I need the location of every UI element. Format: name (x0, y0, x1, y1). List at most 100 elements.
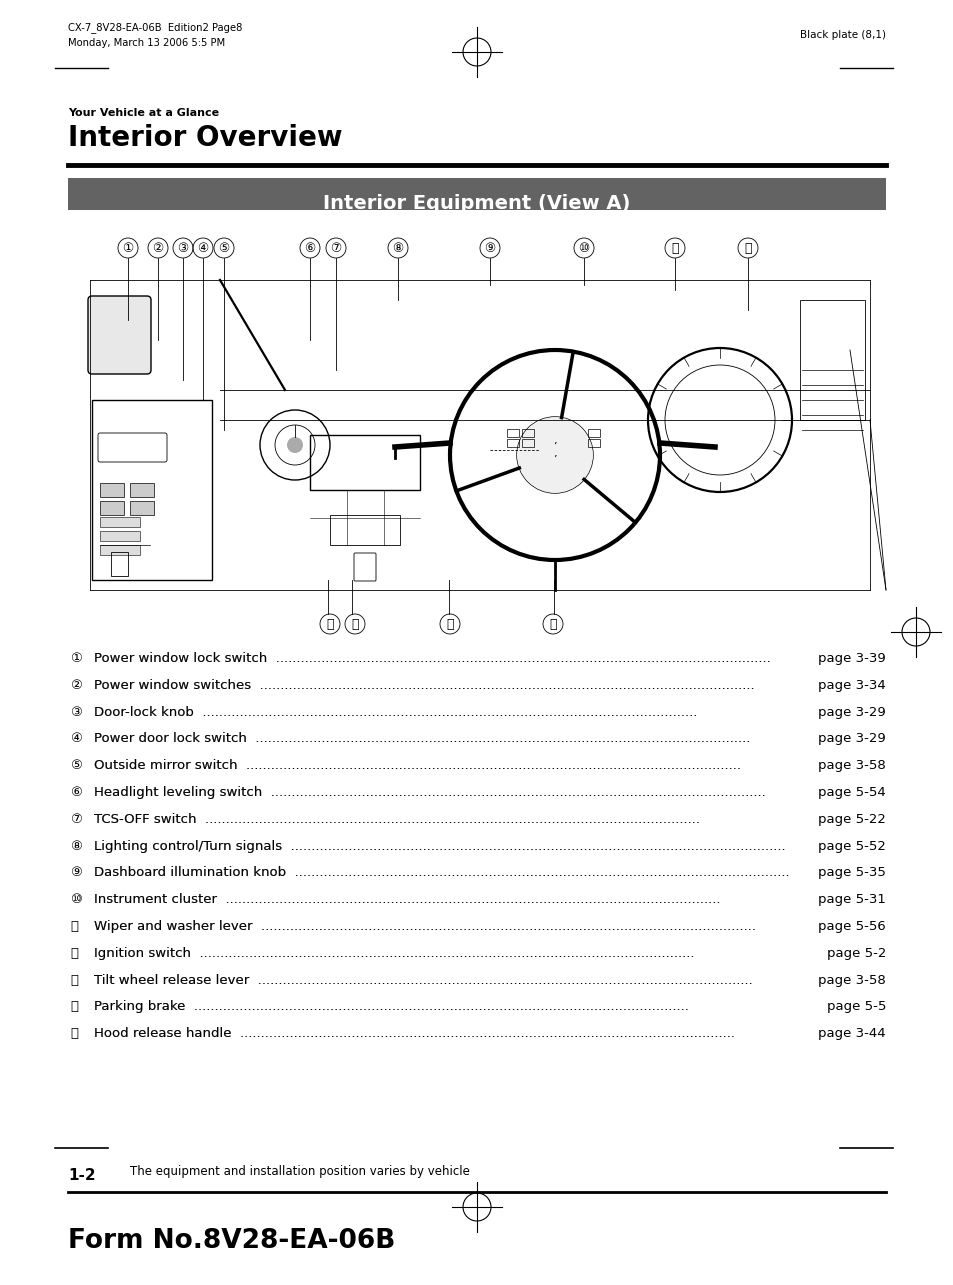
Text: Wiper and washer lever  ........................................................: Wiper and washer lever .................… (94, 920, 755, 933)
Text: ⑩: ⑩ (578, 242, 589, 254)
Text: page 3-34: page 3-34 (818, 678, 885, 691)
Text: page 3-58: page 3-58 (818, 759, 885, 772)
Text: Dashboard illumination knob: Dashboard illumination knob (94, 866, 286, 879)
Text: page 5-35: page 5-35 (818, 866, 885, 879)
Text: Dashboard illumination knob: Dashboard illumination knob (94, 866, 290, 879)
Text: page 5-35: page 5-35 (818, 866, 885, 879)
FancyBboxPatch shape (100, 517, 140, 527)
Text: Power window lock switch  ......................................................: Power window lock switch ...............… (94, 651, 770, 666)
Circle shape (517, 418, 593, 493)
Text: page 5-22: page 5-22 (818, 813, 885, 826)
Text: ③: ③ (70, 705, 82, 718)
Text: page 5-54: page 5-54 (818, 786, 885, 799)
Text: TCS-OFF switch: TCS-OFF switch (94, 813, 200, 826)
Text: Instrument cluster: Instrument cluster (94, 893, 216, 906)
Text: ①: ① (122, 242, 133, 254)
Text: page 5-2: page 5-2 (825, 947, 885, 960)
Text: ③: ③ (177, 242, 189, 254)
Text: page 3-58: page 3-58 (818, 759, 885, 772)
FancyBboxPatch shape (100, 531, 140, 541)
Text: Headlight leveling switch: Headlight leveling switch (94, 786, 262, 799)
Text: page 5-31: page 5-31 (818, 893, 885, 906)
FancyBboxPatch shape (130, 501, 153, 515)
Circle shape (287, 437, 303, 454)
Text: Power window lock switch: Power window lock switch (94, 651, 267, 666)
Text: Lighting control/Turn signals: Lighting control/Turn signals (94, 839, 286, 853)
Text: 1-2: 1-2 (68, 1168, 95, 1183)
Text: Black plate (8,1): Black plate (8,1) (800, 30, 885, 40)
Text: ④: ④ (197, 242, 209, 254)
Text: ’: ’ (553, 442, 557, 452)
Text: page 5-5: page 5-5 (825, 1001, 885, 1014)
Text: Power door lock switch  ........................................................: Power door lock switch .................… (94, 732, 750, 745)
Text: Hood release handle  ...........................................................: Hood release handle ....................… (94, 1027, 734, 1040)
Text: Power door lock switch: Power door lock switch (94, 732, 247, 745)
Text: page 5-22: page 5-22 (818, 813, 885, 826)
Text: ⑮: ⑮ (70, 1027, 78, 1040)
Text: page 5-54: page 5-54 (818, 786, 885, 799)
Text: ⑥: ⑥ (70, 786, 82, 799)
Text: page 5-2: page 5-2 (825, 947, 885, 960)
Text: ⑧: ⑧ (392, 242, 403, 254)
Text: Outside mirror switch: Outside mirror switch (94, 759, 241, 772)
Text: Instrument cluster  ............................................................: Instrument cluster .....................… (94, 893, 720, 906)
Text: ⑧: ⑧ (70, 839, 82, 853)
Text: ⑭: ⑭ (70, 1001, 78, 1014)
Text: Parking brake  .................................................................: Parking brake ..........................… (94, 1001, 688, 1014)
Text: ⑥: ⑥ (304, 242, 315, 254)
Text: Tilt wheel release lever: Tilt wheel release lever (94, 974, 253, 987)
Text: ⑫: ⑫ (743, 242, 751, 254)
Text: Tilt wheel release lever  ......................................................: Tilt wheel release lever ...............… (94, 974, 752, 987)
Text: Door-lock knob: Door-lock knob (94, 705, 198, 718)
Text: ⑦: ⑦ (330, 242, 341, 254)
Text: page 5-56: page 5-56 (818, 920, 885, 933)
Text: Door-lock knob  ................................................................: Door-lock knob .........................… (94, 705, 697, 718)
Text: ⑬: ⑬ (446, 618, 454, 631)
Text: ⑭: ⑭ (351, 618, 358, 631)
Text: page 3-39: page 3-39 (818, 651, 885, 666)
Text: page 3-39: page 3-39 (818, 651, 885, 666)
Text: Hood release handle: Hood release handle (94, 1027, 232, 1040)
FancyBboxPatch shape (88, 296, 151, 374)
Text: ’: ’ (553, 455, 557, 465)
Text: Wiper and washer lever: Wiper and washer lever (94, 920, 256, 933)
Text: ②: ② (70, 678, 82, 691)
Text: page 3-29: page 3-29 (818, 732, 885, 745)
Text: ⑦: ⑦ (70, 813, 82, 826)
Text: page 3-58: page 3-58 (818, 974, 885, 987)
Text: TCS-OFF switch  ................................................................: TCS-OFF switch .........................… (94, 813, 700, 826)
FancyBboxPatch shape (100, 501, 124, 515)
Text: page 3-34: page 3-34 (818, 678, 885, 691)
FancyBboxPatch shape (68, 179, 885, 209)
Text: page 3-29: page 3-29 (818, 705, 885, 718)
Text: TCS-OFF switch: TCS-OFF switch (94, 813, 196, 826)
FancyBboxPatch shape (130, 483, 153, 497)
Text: ⑫: ⑫ (70, 947, 78, 960)
Text: Headlight leveling switch  .....................................................: Headlight leveling switch ..............… (94, 786, 765, 799)
Text: Door-lock knob: Door-lock knob (94, 705, 193, 718)
Text: page 5-5: page 5-5 (825, 1001, 885, 1014)
Text: Monday, March 13 2006 5:5 PM: Monday, March 13 2006 5:5 PM (68, 39, 225, 48)
Text: ⑤: ⑤ (218, 242, 230, 254)
Text: page 3-29: page 3-29 (818, 705, 885, 718)
Text: page 5-31: page 5-31 (818, 893, 885, 906)
Text: ⑮: ⑮ (326, 618, 334, 631)
Text: Parking brake: Parking brake (94, 1001, 190, 1014)
Text: Hood release handle: Hood release handle (94, 1027, 235, 1040)
Text: Interior Equipment (View A): Interior Equipment (View A) (323, 194, 630, 213)
Text: ⑤: ⑤ (70, 759, 82, 772)
Text: page 3-58: page 3-58 (818, 974, 885, 987)
Text: Power window switches: Power window switches (94, 678, 251, 691)
Text: Ignition switch  ...............................................................: Ignition switch ........................… (94, 947, 694, 960)
Text: Instrument cluster: Instrument cluster (94, 893, 221, 906)
Text: ⑩: ⑩ (70, 893, 82, 906)
Text: ⑪: ⑪ (70, 920, 78, 933)
Text: Outside mirror switch: Outside mirror switch (94, 759, 237, 772)
Text: ⑫: ⑫ (549, 618, 557, 631)
Text: Wiper and washer lever: Wiper and washer lever (94, 920, 253, 933)
Text: Lighting control/Turn signals  .................................................: Lighting control/Turn signals ..........… (94, 839, 785, 853)
Text: ④: ④ (70, 732, 82, 745)
Text: Ignition switch: Ignition switch (94, 947, 195, 960)
Text: ⑨: ⑨ (70, 866, 82, 879)
Text: Power window lock switch: Power window lock switch (94, 651, 272, 666)
